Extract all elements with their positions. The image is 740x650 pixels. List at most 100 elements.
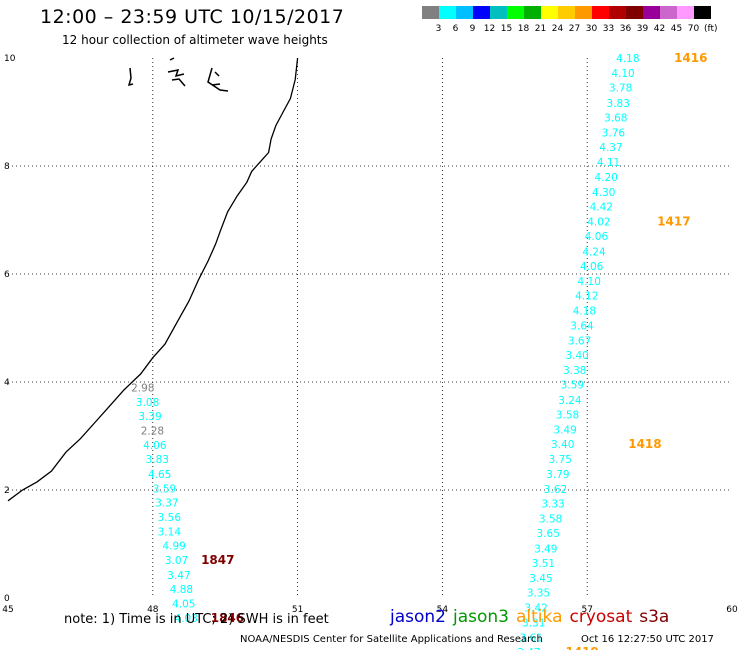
color-scale-label: 70 (687, 24, 700, 34)
wave-height-label: 2.28 (141, 426, 164, 438)
legend-jason3: jason3 (453, 607, 509, 627)
wave-height-label: 3.62 (544, 484, 567, 496)
island-shape (167, 57, 186, 87)
island-shape (207, 67, 229, 92)
color-scale-label: 39 (636, 24, 649, 34)
wave-height-label: 3.58 (539, 514, 562, 526)
color-swatch (507, 6, 524, 19)
color-scale-unit: (ft) (704, 24, 718, 34)
map-grid (8, 58, 732, 598)
y-tick-label: 4 (4, 378, 10, 388)
y-tick-label: 6 (4, 270, 10, 280)
wave-height-label: 2.98 (131, 382, 154, 394)
color-swatch (592, 6, 609, 19)
wave-height-label: 3.58 (556, 409, 579, 421)
wave-height-label: 4.37 (599, 142, 622, 154)
wave-height-label: 3.59 (153, 483, 176, 495)
wave-height-label: 3.56 (158, 512, 182, 524)
x-tick-label: 48 (147, 605, 159, 615)
wave-height-label: 4.10 (578, 276, 601, 288)
wave-height-label: 3.67 (568, 335, 591, 347)
wave-height-label: 4.65 (148, 469, 171, 481)
wave-height-label: 3.39 (138, 411, 161, 423)
color-swatch (456, 6, 473, 19)
x-tick-label: 57 (581, 605, 592, 615)
color-scale-label: 21 (534, 24, 547, 34)
wave-height-label: 4.06 (585, 231, 609, 243)
wave-height-label: 3.79 (546, 469, 569, 481)
color-swatch (694, 6, 711, 19)
generation-timestamp: Oct 16 12:27:50 UTC 2017 (581, 634, 714, 645)
wave-height-label: 4.20 (594, 172, 617, 184)
color-swatch (660, 6, 677, 19)
wave-height-label: 4.42 (590, 202, 613, 214)
wave-height-label: 4.88 (170, 584, 193, 596)
wave-height-label: 3.07 (165, 555, 188, 567)
time-markers: 1847 1846 1416 1417 1418 1419 (201, 51, 707, 650)
color-scale-label: 12 (483, 24, 496, 34)
color-swatch (490, 6, 507, 19)
color-swatch (575, 6, 592, 19)
wave-height-label: 3.75 (549, 454, 572, 466)
wave-height-label: 4.24 (582, 246, 606, 258)
satellite-legend: jason2 jason3 altika cryosat s3a (390, 607, 676, 627)
wave-height-label: 3.42 (524, 603, 547, 615)
y-tick-label: 0 (4, 594, 10, 604)
x-tick-label: 60 (726, 605, 738, 615)
wave-height-label: 3.64 (570, 320, 594, 332)
color-swatch (643, 6, 660, 19)
wave-height-label: 4.12 (575, 291, 598, 303)
wave-height-label: 3.40 (551, 439, 574, 451)
legend-jason2: jason2 (390, 607, 446, 627)
color-swatch (541, 6, 558, 19)
color-swatch (473, 6, 490, 19)
wave-height-label: 3.78 (609, 83, 632, 95)
color-scale-label: 6 (452, 24, 459, 34)
wave-height-label: 3.38 (563, 365, 586, 377)
wave-height-label: 3.40 (565, 350, 588, 362)
map-title: 12:00 – 23:59 UTC 10/15/2017 (40, 6, 345, 28)
wave-height-label: 4.18 (616, 53, 639, 65)
color-swatch (439, 6, 456, 19)
wave-height-label: 3.59 (561, 380, 584, 392)
color-swatch (524, 6, 541, 19)
x-tick-label: 45 (2, 605, 13, 615)
y-tick-label: 2 (4, 486, 10, 496)
wave-height-label: 4.11 (597, 157, 620, 169)
color-swatch (422, 6, 439, 19)
wave-height-label: 3.51 (532, 558, 555, 570)
axis-ticks: 45 48 51 54 57 60 0 2 4 6 8 10 (2, 54, 738, 615)
wave-height-labels: 2.98 3.08 3.39 2.28 4.06 3.83 4.65 3.59 3.37 3.56… (131, 53, 639, 650)
color-scale-label: 30 (585, 24, 598, 34)
credit-line: NOAA/NESDIS Center for Satellite Applica… (240, 634, 543, 645)
color-scale-label: 24 (551, 24, 564, 34)
wave-height-label: 3.65 (537, 528, 560, 540)
color-scale-label: 18 (517, 24, 530, 34)
wave-height-label: 3.47 (167, 570, 190, 582)
pass-time-label: 1847 (201, 553, 234, 567)
island-shape (127, 67, 134, 87)
footnote: note: 1) Time is in UTC; 2) SWH is in fe… (64, 612, 329, 627)
wave-height-label: 3.08 (136, 397, 159, 409)
wave-height-label: 4.18 (573, 306, 596, 318)
color-swatch (558, 6, 575, 19)
wave-height-label: 3.83 (607, 98, 630, 110)
color-scale-label: 9 (469, 24, 476, 34)
wave-height-label: 3.45 (529, 573, 552, 585)
wave-height-label: 3.14 (158, 527, 182, 539)
pass-time-label: 1846 (211, 611, 244, 625)
wave-height-label: 3.24 (558, 395, 582, 407)
wave-height-label: 3.33 (541, 499, 564, 511)
color-swatch (677, 6, 694, 19)
map-subtitle: 12 hour collection of altimeter wave hei… (62, 33, 328, 47)
legend-s3a: s3a (639, 607, 670, 627)
color-scale-label: 36 (619, 24, 632, 34)
wave-height-label: 4.02 (587, 217, 610, 229)
pass-time-label: 1417 (657, 215, 690, 229)
color-swatch (626, 6, 643, 19)
y-tick-label: 10 (4, 54, 16, 64)
wave-height-label: 3.68 (604, 112, 627, 124)
coastline (7, 57, 299, 502)
wave-height-label: 4.30 (592, 187, 615, 199)
color-scale-label: 45 (670, 24, 683, 34)
